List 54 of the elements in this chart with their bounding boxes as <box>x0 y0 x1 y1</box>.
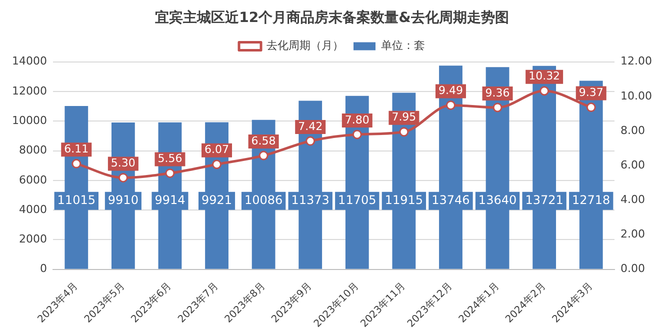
point <box>446 100 456 110</box>
y2-tick-label: 8.00 <box>620 124 646 137</box>
data-label: 11915 <box>384 193 424 208</box>
data-label: 11015 <box>57 193 96 208</box>
legend-label: 去化周期（月） <box>266 39 344 52</box>
data-label: 13721 <box>525 193 564 208</box>
data-label: 6.11 <box>64 142 89 156</box>
data-label: 5.56 <box>158 152 182 166</box>
data-label: 5.30 <box>110 156 136 170</box>
y2-tick-label: 6.00 <box>620 158 646 172</box>
point <box>352 130 362 140</box>
data-label: 11705 <box>338 193 376 208</box>
point <box>492 102 502 112</box>
data-label: 9910 <box>108 193 138 208</box>
data-label: 10.32 <box>528 70 560 83</box>
y2-tick-label: 0.00 <box>620 262 646 276</box>
point <box>540 86 550 96</box>
point <box>306 136 316 146</box>
data-label: 7.80 <box>344 113 370 126</box>
data-label: 6.58 <box>251 134 276 148</box>
y2-tick-label: 10.00 <box>620 89 652 102</box>
data-label: 9914 <box>154 193 186 208</box>
y-tick-label: 0 <box>40 262 47 276</box>
y-tick-label: 14000 <box>12 54 47 68</box>
y-tick-label: 4000 <box>18 202 47 216</box>
chart-title: 宜宾主城区近12个月商品房末备案数量&去化周期走势图 <box>155 9 509 26</box>
data-label: 9.49 <box>438 84 463 98</box>
point <box>72 158 82 168</box>
y-tick-label: 12000 <box>12 84 47 98</box>
y2-tick-label: 2.00 <box>620 228 646 241</box>
point <box>118 172 128 182</box>
data-label: 12718 <box>572 193 610 208</box>
y-tick-label: 10000 <box>12 114 47 127</box>
data-label: 13640 <box>478 193 517 208</box>
point <box>258 150 268 160</box>
data-label: 9921 <box>201 193 232 208</box>
data-label: 7.95 <box>392 110 416 124</box>
data-label: 11373 <box>291 193 330 208</box>
point <box>165 168 175 178</box>
data-label: 9.37 <box>578 86 604 100</box>
y-tick-label: 8000 <box>18 144 47 157</box>
point <box>212 160 222 170</box>
data-label: 9.36 <box>485 86 510 100</box>
y-tick-label: 2000 <box>18 232 47 246</box>
data-label: 13746 <box>432 193 470 208</box>
y2-tick-label: 12.00 <box>620 54 652 68</box>
y2-tick-label: 4.00 <box>620 193 646 206</box>
data-label: 6.07 <box>204 143 230 156</box>
y-tick-label: 6000 <box>18 173 47 186</box>
point <box>399 127 409 137</box>
data-label: 7.42 <box>298 120 323 133</box>
point <box>586 102 596 112</box>
legend-label: 单位：套 <box>381 39 425 52</box>
data-label: 10086 <box>244 193 283 208</box>
